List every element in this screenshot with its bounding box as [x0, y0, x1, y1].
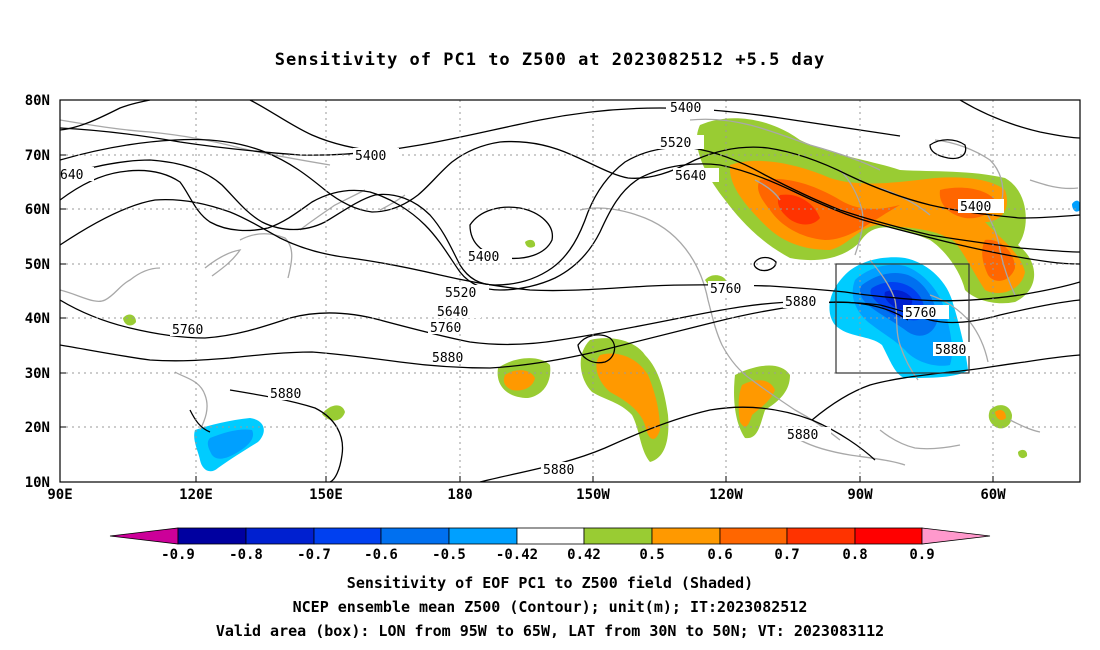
lat-label: 60N — [25, 202, 50, 218]
contour-label: 5760 — [710, 282, 741, 297]
contour-label: 5520 — [445, 286, 476, 301]
lat-label: 70N — [25, 148, 50, 164]
footer-line-1: Sensitivity of EOF PC1 to Z500 field (Sh… — [346, 574, 754, 592]
footer-line-3: Valid area (box): LON from 95W to 65W, L… — [215, 622, 885, 640]
contour-label: 5400 — [355, 149, 386, 164]
axis-ticks — [60, 154, 994, 482]
colorbar-label: 0.6 — [707, 547, 732, 563]
colorbar-segment — [245, 527, 315, 545]
colorbar — [109, 527, 991, 545]
colorbar-segment — [651, 527, 721, 545]
contour-label: 5760 — [172, 323, 203, 338]
lon-label: 60W — [980, 487, 1006, 503]
lon-label: 180 — [447, 487, 472, 503]
contour-label: 5400 — [960, 200, 991, 215]
coastlines — [60, 118, 1079, 466]
contour-label: 5880 — [543, 463, 574, 478]
colorbar-segment — [177, 527, 247, 545]
graticule — [60, 100, 1080, 482]
colorbar-label: 0.9 — [909, 547, 934, 563]
lat-label: 40N — [25, 311, 50, 327]
colorbar-label: 0.5 — [639, 547, 664, 563]
colorbar-segment — [448, 527, 518, 545]
colorbar-segment — [786, 527, 856, 545]
contour-label: 5520 — [660, 136, 691, 151]
lon-label: 90W — [847, 487, 873, 503]
contour-label: 5400 — [670, 101, 701, 116]
colorbar-label: 0.42 — [567, 547, 601, 563]
contour-label: 5880 — [432, 351, 463, 366]
lat-label: 20N — [25, 420, 50, 436]
positive-sensitivity-shading — [123, 118, 1035, 462]
lat-label: 30N — [25, 366, 50, 382]
lon-label: 150E — [309, 487, 343, 503]
map-frame — [59, 99, 1081, 483]
lon-label: 120E — [179, 487, 213, 503]
lat-label: 50N — [25, 257, 50, 273]
contour-label: 5400 — [468, 250, 499, 265]
contour-label: 5880 — [270, 387, 301, 402]
colorbar-label: 0.7 — [774, 547, 799, 563]
contour-label: 5880 — [785, 295, 816, 310]
contour-label: 5880 — [787, 428, 818, 443]
footer-line-2: NCEP ensemble mean Z500 (Contour); unit(… — [292, 598, 808, 616]
colorbar-segment — [719, 527, 788, 545]
colorbar-label: -0.7 — [297, 547, 331, 563]
contour-label: 5760 — [905, 306, 936, 321]
valid-area-box — [835, 263, 970, 374]
lat-label: 80N — [25, 93, 50, 109]
colorbar-segment — [516, 527, 585, 545]
contour-label: 5760 — [430, 321, 461, 336]
colorbar-label: -0.42 — [496, 547, 538, 563]
colorbar-segment — [583, 527, 653, 545]
colorbar-segment — [854, 527, 923, 545]
colorbar-low-arrow — [109, 527, 179, 545]
contour-label: 5640 — [437, 305, 468, 320]
contour-label: 640 — [60, 168, 83, 183]
contour-label: 5640 — [675, 169, 706, 184]
colorbar-high-arrow — [921, 527, 991, 545]
contour-label: 5880 — [935, 343, 966, 358]
lat-label: 10N — [25, 475, 50, 491]
colorbar-label: -0.6 — [364, 547, 398, 563]
lon-label: 120W — [709, 487, 743, 503]
colorbar-label: 0.8 — [842, 547, 867, 563]
colorbar-label: -0.8 — [229, 547, 263, 563]
z500-contours — [60, 100, 1080, 482]
map-title: Sensitivity of PC1 to Z500 at 2023082512… — [274, 50, 826, 70]
lon-label: 150W — [576, 487, 610, 503]
lon-label: 90E — [47, 487, 72, 503]
colorbar-label: -0.5 — [432, 547, 466, 563]
colorbar-label: -0.9 — [161, 547, 195, 563]
colorbar-segment — [380, 527, 450, 545]
colorbar-segment — [313, 527, 382, 545]
